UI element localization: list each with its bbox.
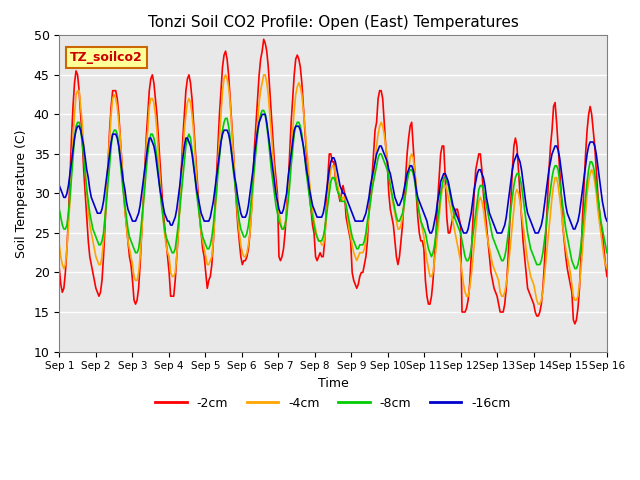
-2cm xyxy=(603,274,611,279)
-16cm xyxy=(296,127,304,133)
-16cm xyxy=(575,210,583,216)
-2cm xyxy=(575,286,583,291)
-8cm xyxy=(246,210,254,216)
-16cm xyxy=(56,183,63,189)
-16cm xyxy=(123,198,131,204)
-4cm xyxy=(219,88,227,94)
-4cm xyxy=(123,222,131,228)
-4cm xyxy=(248,210,255,216)
Legend: -2cm, -4cm, -8cm, -16cm: -2cm, -4cm, -8cm, -16cm xyxy=(150,392,516,415)
-4cm xyxy=(56,242,63,248)
-8cm xyxy=(56,206,63,212)
-8cm xyxy=(259,108,266,113)
-16cm xyxy=(219,131,227,137)
-16cm xyxy=(259,111,266,117)
-2cm xyxy=(246,230,254,236)
Y-axis label: Soil Temperature (C): Soil Temperature (C) xyxy=(15,129,28,258)
-8cm xyxy=(123,214,131,220)
-4cm xyxy=(221,72,229,78)
-8cm xyxy=(219,127,227,133)
-8cm xyxy=(296,123,304,129)
-8cm xyxy=(575,254,583,260)
-2cm xyxy=(571,321,579,327)
-16cm xyxy=(603,218,611,224)
Line: -4cm: -4cm xyxy=(60,75,607,304)
-4cm xyxy=(239,250,246,256)
-16cm xyxy=(246,191,254,196)
-2cm xyxy=(260,36,268,42)
X-axis label: Time: Time xyxy=(317,377,349,390)
Line: -16cm: -16cm xyxy=(60,114,607,233)
-4cm xyxy=(534,301,542,307)
Line: -2cm: -2cm xyxy=(60,39,607,324)
-4cm xyxy=(575,281,583,287)
-2cm xyxy=(237,254,244,260)
-2cm xyxy=(56,265,63,271)
-8cm xyxy=(603,250,611,256)
-2cm xyxy=(296,64,304,70)
-4cm xyxy=(296,84,304,90)
-8cm xyxy=(237,226,244,232)
Text: TZ_soilco2: TZ_soilco2 xyxy=(70,51,143,64)
Line: -8cm: -8cm xyxy=(60,110,607,268)
-8cm xyxy=(571,265,579,271)
-2cm xyxy=(219,64,227,70)
-16cm xyxy=(426,230,434,236)
-4cm xyxy=(603,265,611,271)
-2cm xyxy=(123,222,131,228)
-16cm xyxy=(237,210,244,216)
Title: Tonzi Soil CO2 Profile: Open (East) Temperatures: Tonzi Soil CO2 Profile: Open (East) Temp… xyxy=(148,15,518,30)
